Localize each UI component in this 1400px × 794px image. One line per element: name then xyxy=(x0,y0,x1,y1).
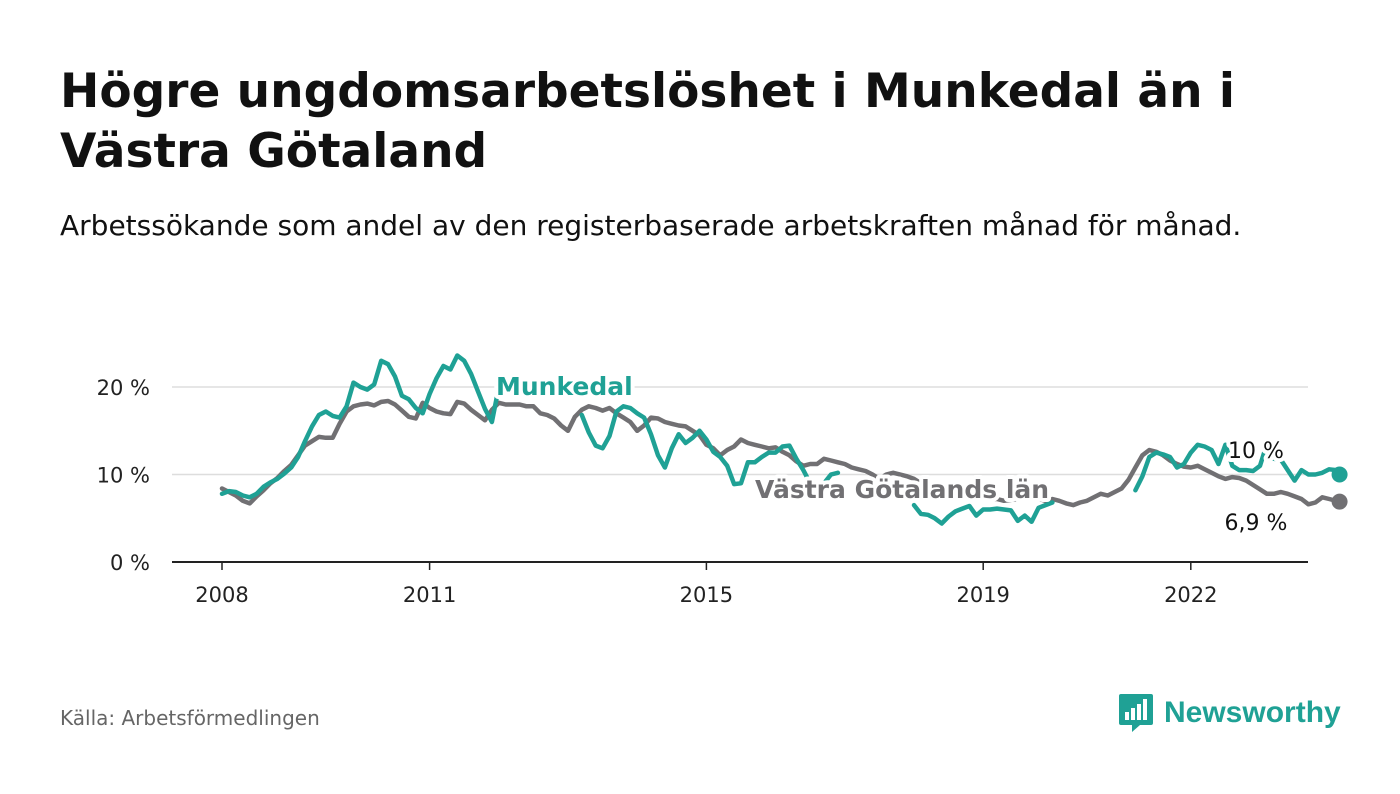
line-chart: 0 % 10 % 20 % 2008 2011 2015 2019 2022 Munkeda… xyxy=(97,353,1348,607)
x-axis-ticks: 2008 2011 2015 2019 2022 xyxy=(195,562,1218,607)
series-line-munkedal-segment-2 xyxy=(579,404,841,502)
series-label-munkedal: Munkedal xyxy=(496,372,633,401)
chart-title: Högre ungdomsarbetslöshet i Munkedal än … xyxy=(60,64,1236,179)
x-tick-label-2008: 2008 xyxy=(195,583,248,607)
y-tick-label-20: 20 % xyxy=(97,376,150,400)
newsworthy-chat-chart-icon xyxy=(1119,694,1153,732)
series-line-munkedal-segment-1 xyxy=(219,353,522,500)
x-tick-label-2019: 2019 xyxy=(956,583,1009,607)
end-value-label-munkedal: 10 % xyxy=(1228,439,1284,464)
newsworthy-logo[interactable]: Newsworthy xyxy=(1118,690,1341,736)
x-tick-label-2011: 2011 xyxy=(403,583,456,607)
x-tick-label-2022: 2022 xyxy=(1164,583,1217,607)
series-labels: Munkedal Västra Götalands län 10 % 6,9 % xyxy=(492,368,1291,540)
end-marker-vastra-gotalands-lan xyxy=(1331,493,1348,510)
y-tick-label-10: 10 % xyxy=(97,464,150,488)
y-axis-ticks: 0 % 10 % 20 % xyxy=(97,376,150,575)
series-lines xyxy=(219,353,1348,526)
series-label-vastra-gotalands-lan: Västra Götalands län xyxy=(755,475,1049,504)
x-tick-label-2015: 2015 xyxy=(680,583,733,607)
y-tick-label-0: 0 % xyxy=(110,551,150,575)
end-value-label-vastra-gotalands-lan: 6,9 % xyxy=(1225,511,1288,536)
chart-subtitle: Arbetssökande som andel av den registerb… xyxy=(60,209,1242,242)
series-line-munkedal-segment-4 xyxy=(1133,441,1342,493)
brand-name: Newsworthy xyxy=(1164,696,1341,729)
series-line-munkedal-segment-3 xyxy=(911,500,1055,526)
source-note: Källa: Arbetsförmedlingen xyxy=(60,706,320,730)
end-marker-munkedal xyxy=(1331,466,1348,483)
